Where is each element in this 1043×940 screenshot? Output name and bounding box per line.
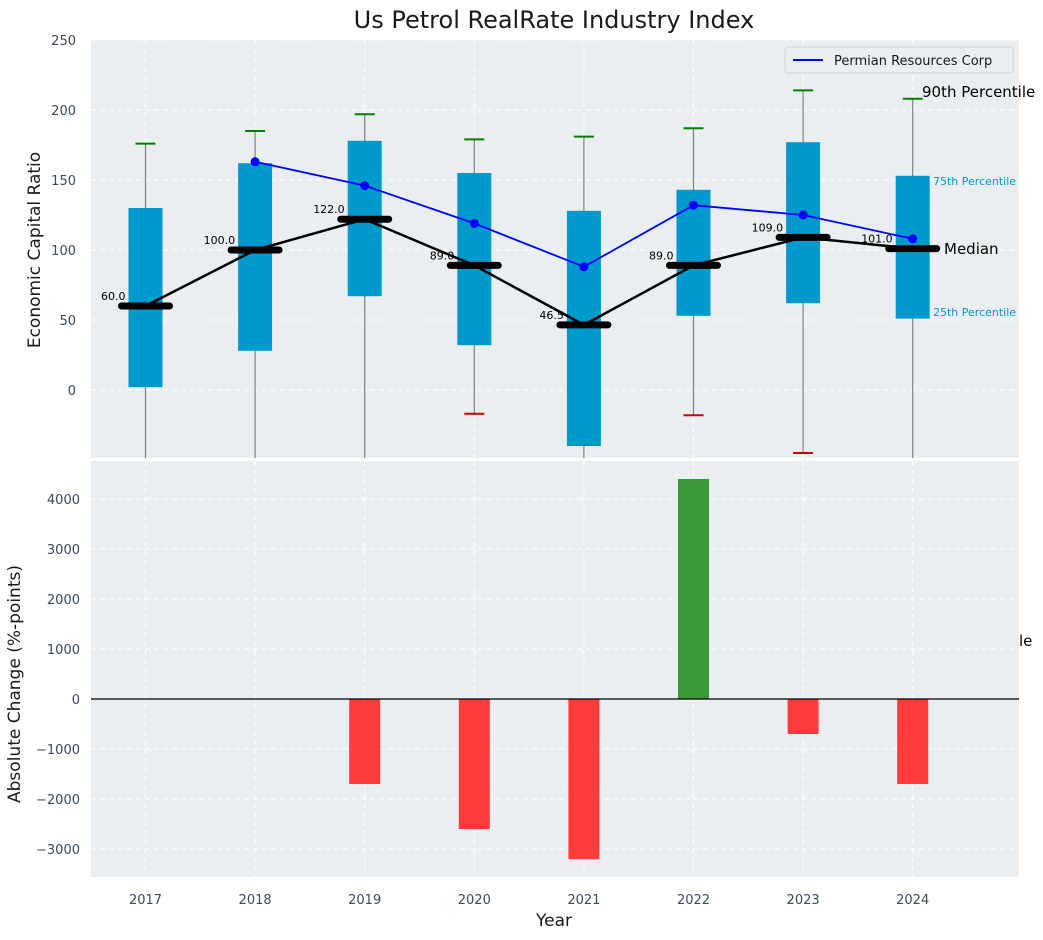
annotation-median: Median [944, 240, 999, 258]
annotation-25th: 25th Percentile [933, 306, 1016, 319]
stray-annotation-text: le [1019, 632, 1032, 650]
bottom-y-tick-label: 1000 [47, 643, 80, 658]
legend-box [784, 46, 1014, 74]
bottom-y-tick-label: −2000 [36, 793, 80, 808]
median-markers [118, 215, 941, 329]
top-y-tick-label: 50 [59, 314, 76, 329]
median-trend-line [144, 217, 913, 327]
bottom-y-tick-label: −3000 [36, 843, 80, 858]
chart-title: Us Petrol RealRate Industry Index [354, 6, 755, 34]
x-tick-label: 2021 [567, 893, 600, 908]
top-y-tick-label: 0 [68, 384, 76, 399]
bottom-y-tick-label: 0 [72, 693, 80, 708]
top-y-tick-label: 200 [51, 104, 76, 119]
legend: Permian Resources Corp [784, 46, 1014, 74]
change-bar [897, 699, 929, 784]
median-value-label: 46.5 [539, 309, 564, 322]
series-point [250, 157, 260, 167]
series-point [579, 262, 589, 272]
annotation-75th: 75th Percentile [933, 175, 1016, 188]
percentile-caps [135, 89, 923, 454]
change-bar [349, 699, 381, 784]
change-bar [678, 479, 709, 699]
x-tick-label: 2020 [458, 893, 491, 908]
top-y-tick-labels: 0 50 100 150 200 250 [51, 34, 76, 399]
x-tick-label: 2024 [896, 893, 929, 908]
change-bar [787, 699, 819, 734]
median-line [144, 217, 913, 327]
percentile-box [128, 208, 163, 388]
change-bar [568, 699, 600, 859]
bottom-y-axis-label: Absolute Change (%-points) [5, 565, 25, 803]
median-value-label: 109.0 [752, 221, 784, 234]
median-value-label: 101.0 [861, 233, 893, 246]
company-series [250, 157, 918, 272]
top-y-tick-label: 100 [51, 244, 76, 259]
percentile-box [786, 142, 821, 304]
top-y-axis-label: Economic Capital Ratio [25, 152, 45, 348]
annotation-90th: 90th Percentile [922, 83, 1035, 101]
median-value-label: 100.0 [204, 234, 236, 247]
median-value-label: 89.0 [430, 249, 455, 262]
change-bar [458, 699, 490, 829]
x-tick-labels: 2017 2018 2019 2020 2021 2022 2023 2024 [129, 893, 929, 908]
change-bars [349, 479, 929, 859]
median-value-labels: 60.0 100.0 122.0 89.0 46.5 89.0 109.0 101.0 [101, 203, 893, 322]
percentile-box [457, 173, 492, 346]
series-point [689, 200, 698, 210]
bottom-y-tick-label: −1000 [36, 743, 80, 758]
bottom-y-tick-labels: −3000 −2000 −1000 0 1000 2000 3000 4000 [36, 493, 80, 858]
x-tick-label: 2019 [348, 893, 381, 908]
top-y-tick-label: 150 [51, 174, 76, 189]
x-tick-label: 2022 [677, 893, 710, 908]
top-y-tick-label: 250 [51, 34, 76, 49]
x-tick-label: 2018 [239, 893, 272, 908]
series-point [469, 218, 479, 228]
bottom-y-tick-label: 2000 [47, 593, 80, 608]
median-value-label: 60.0 [101, 290, 126, 303]
series-point [360, 181, 370, 191]
x-tick-label: 2023 [787, 893, 820, 908]
bottom-y-tick-label: 4000 [47, 493, 80, 508]
series-point [798, 210, 808, 220]
bottom-plot-area [91, 461, 1019, 877]
x-tick-label: 2017 [129, 893, 162, 908]
bottom-y-tick-label: 3000 [47, 543, 80, 558]
series-point [908, 234, 918, 244]
median-value-label: 122.0 [313, 203, 345, 216]
median-value-label: 89.0 [649, 249, 674, 262]
x-axis-label: Year [535, 911, 572, 931]
legend-label: Permian Resources Corp [834, 54, 992, 69]
